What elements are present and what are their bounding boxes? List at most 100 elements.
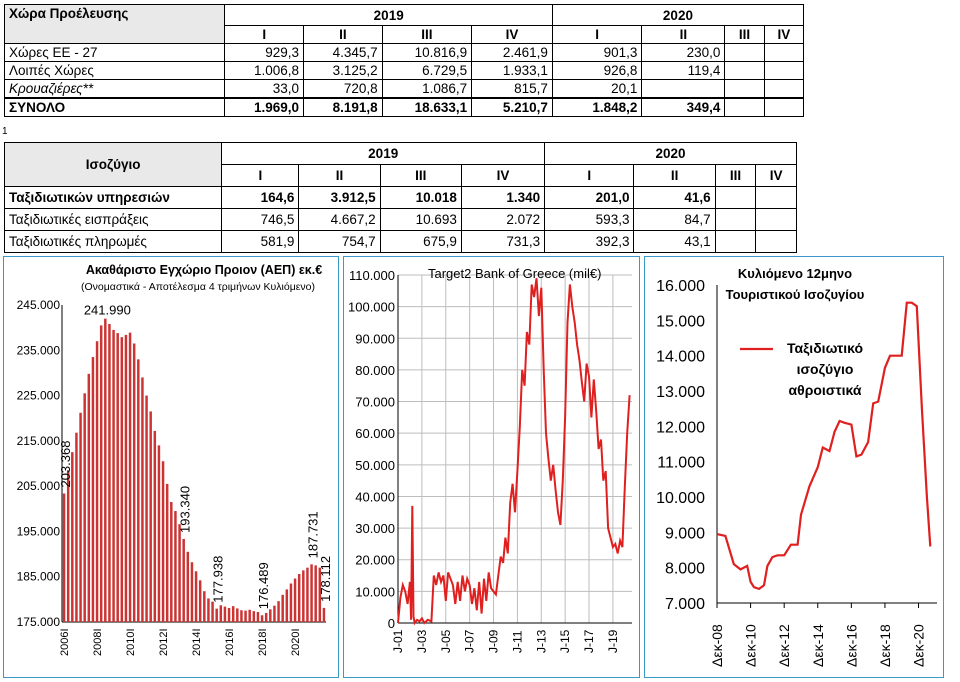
data-label: 177.938 [211,556,226,603]
table-cell [755,230,797,253]
bar [124,334,128,622]
table-cell: 349,4 [641,97,726,117]
table-cell: 815,7 [471,79,553,99]
y-tick-label: 10.000 [656,490,705,507]
chart-title: Target2 Bank of Greece (mil€) [428,266,601,281]
bar [174,511,177,622]
y-tick-label: 195.000 [17,524,61,538]
table-cell: 2.461,9 [471,43,553,62]
row-label: Κρουαζιέρες** [3,79,226,99]
y-tick-label: 10.000 [355,584,395,599]
table-cell: 119,4 [641,61,726,80]
table-cell: 581,9 [221,230,300,253]
table-cell: 392,3 [544,230,635,253]
table-cell [714,208,757,231]
bar [203,591,206,622]
table-row: Ταξιδιωτικές εισπράξεις 746,5 4.667,2 10.69… [3,208,797,231]
bar [277,601,280,622]
quarter-header: IV [763,25,805,44]
y-tick-label: 7.000 [665,596,705,613]
x-tick-label: 2020I [290,628,302,656]
bar [297,573,301,622]
bar [293,578,297,622]
table-cell: 8.191,8 [303,97,383,117]
row-label: Ταξιδιωτικές εισπράξεις [3,208,223,231]
balance-table: Ισοζύγιο 2019 2020 I II III IV I II III … [3,142,797,253]
table-cell: 18.633,1 [381,97,473,117]
y-tick-label: 14.000 [656,349,705,366]
table-cell [724,79,765,99]
table-row: Λοιπές Χώρες 1.006,8 3.125,2 6.729,5 1.933,1… [3,61,805,80]
bar [95,341,99,622]
quarter-header: III [381,25,473,44]
x-tick-label: J-09 [487,629,501,653]
gdp-chart-panel: Ακαθάριστο Εγχώριο Προιον (ΑΕΠ) εκ.€ (Ονο… [3,256,339,678]
table-cell [755,186,797,209]
table-cell [755,208,797,231]
y-tick-label: 11.000 [657,455,705,472]
quarter-header: I [224,25,305,44]
table-cell: 20,1 [551,79,643,99]
bar [87,373,91,622]
bar [198,580,202,622]
y-tick-label: 12.000 [656,419,705,436]
table-cell: 901,3 [551,43,643,62]
bar [314,565,317,622]
bar [132,343,136,622]
year-header-2020: 2020 [551,4,805,26]
bar [281,594,284,622]
table-cell: 1.848,2 [551,97,643,117]
table-cell [724,97,765,117]
data-label: 178.112 [318,556,333,602]
bar [248,609,251,622]
x-tick-label: Δεκ-12 [776,624,792,667]
year-header-2019: 2019 [224,4,553,26]
bar [302,570,305,622]
bar [149,411,152,622]
table-footnote-mark: 1 [2,126,8,137]
table-cell: 10.018 [379,186,462,209]
bar [145,395,148,622]
table-cell [641,79,726,99]
table-cell: 926,8 [551,61,643,80]
y-tick-label: 245.000 [17,298,61,312]
y-tick-label: 50.000 [355,458,395,473]
bar [227,607,231,622]
y-tick-label: 100.000 [348,300,395,315]
data-label: 193.340 [178,486,193,533]
table-cell: 84,7 [633,208,716,231]
y-tick-label: 0 [388,616,395,631]
table-row: Ταξιδιωτικές πληρωμές 581,9 754,7 675,9 731,… [3,230,797,253]
bar [108,324,111,622]
year-header-2019: 2019 [221,142,546,165]
bar [170,501,173,622]
row-label: ΣΥΝΟΛΟ [3,97,226,117]
x-tick-label: 2018I [257,628,269,656]
data-label: 187.731 [306,511,321,558]
x-tick-label: J-07 [463,629,477,653]
x-tick-label: 2006I [59,628,71,656]
bar [244,610,247,622]
bar [269,609,272,622]
x-tick-label: J-17 [582,629,596,653]
y-tick-label: 205.000 [17,479,61,493]
bar [306,567,309,622]
table-cell [724,61,765,80]
quarter-header: III [714,164,757,187]
year-header-2020: 2020 [544,142,797,165]
x-tick-label: J-01 [391,629,405,653]
table-cell: 33,0 [224,79,305,99]
y-tick-label: 20.000 [355,553,395,568]
legend-label: αθροιστικά [789,382,862,398]
quarter-header: I [221,164,300,187]
table-cell: 1.933,1 [471,61,553,80]
y-tick-label: 225.000 [17,389,61,403]
x-tick-label: J-05 [439,629,453,653]
legend-label: ισοζύγιο [797,361,854,377]
table-row: Χώρες ΕΕ - 27 929,3 4.345,7 10.816,9 2.461,9… [3,43,805,62]
x-tick-label: J-19 [606,629,620,653]
bar [153,430,157,622]
bar [157,445,161,622]
bar [240,610,243,622]
table-cell: 6.729,5 [381,61,473,80]
